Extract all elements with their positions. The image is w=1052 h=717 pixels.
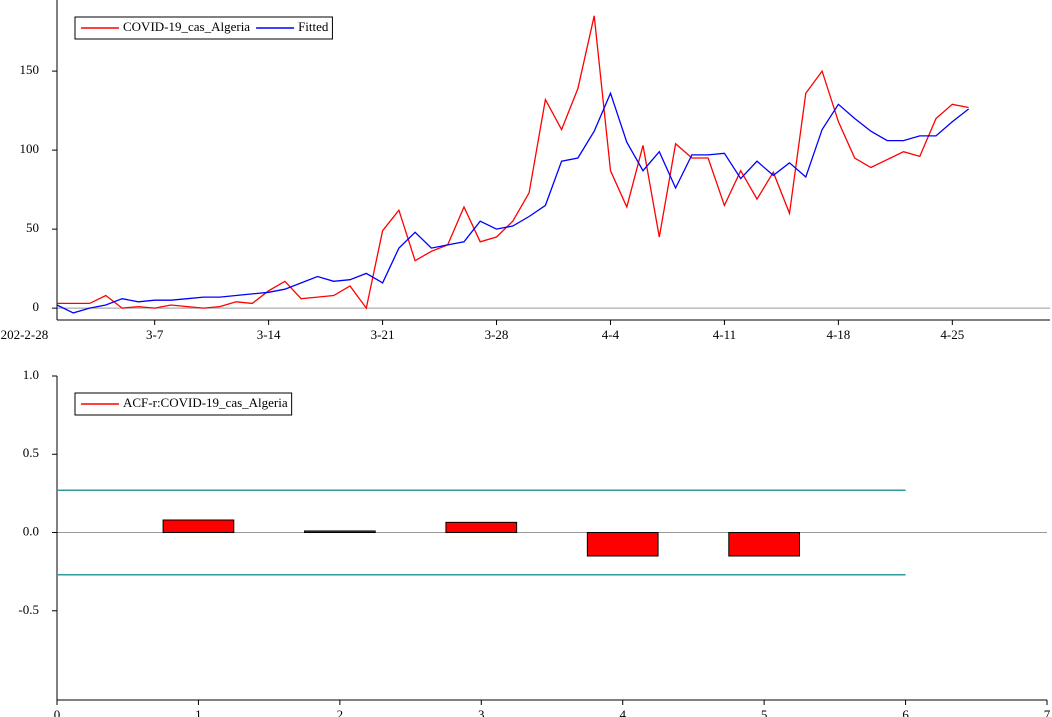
x-tick-label: 0 bbox=[54, 707, 61, 717]
legend-box bbox=[74, 16, 333, 40]
x-tick-label: 5 bbox=[761, 707, 768, 717]
x-tick-label: 6 bbox=[902, 707, 909, 717]
y-tick-label: 1.0 bbox=[23, 367, 39, 382]
x-tick-label: 3-21 bbox=[371, 327, 395, 342]
x-tick-label: 1 bbox=[195, 707, 202, 717]
bar bbox=[304, 530, 376, 534]
y-tick-label: 0.5 bbox=[23, 445, 39, 460]
y-tick-label: 50 bbox=[26, 220, 39, 235]
y-tick-label: 100 bbox=[20, 141, 40, 156]
x-tick-label: 202-2-28 bbox=[1, 327, 49, 342]
x-tick-label: 2 bbox=[337, 707, 344, 717]
x-tick-label: 3-28 bbox=[485, 327, 509, 342]
x-tick-label: 4-18 bbox=[826, 327, 850, 342]
bar bbox=[586, 532, 659, 557]
x-tick-label: 7 bbox=[1044, 707, 1051, 717]
y-tick-label: 150 bbox=[20, 62, 40, 77]
y-tick-label: -0.5 bbox=[18, 602, 39, 617]
x-tick-label: 3 bbox=[478, 707, 485, 717]
bar bbox=[162, 519, 235, 534]
legend-label: COVID-19_cas_Algeria bbox=[123, 19, 250, 34]
x-tick-label: 3-7 bbox=[146, 327, 164, 342]
bar bbox=[728, 532, 800, 557]
legend-label: ACF-r:COVID-19_cas_Algeria bbox=[123, 395, 288, 410]
x-tick-label: 3-14 bbox=[257, 327, 281, 342]
legend: ACF-r:COVID-19_cas_Algeria bbox=[74, 392, 293, 416]
legend: COVID-19_cas_Algeria Fitted bbox=[74, 16, 333, 40]
legend-box bbox=[74, 392, 293, 416]
x-tick-label: 4-4 bbox=[602, 327, 620, 342]
y-tick-label: 0.0 bbox=[23, 524, 39, 539]
data-line bbox=[56, 91, 969, 314]
y-tick-label: 0 bbox=[33, 299, 40, 314]
x-tick-label: 4-11 bbox=[713, 327, 736, 342]
x-tick-label: 4 bbox=[619, 707, 626, 717]
x-tick-label: 4-25 bbox=[940, 327, 964, 342]
data-line bbox=[57, 15, 969, 310]
legend-label: Fitted bbox=[298, 19, 329, 34]
bar bbox=[445, 521, 518, 534]
